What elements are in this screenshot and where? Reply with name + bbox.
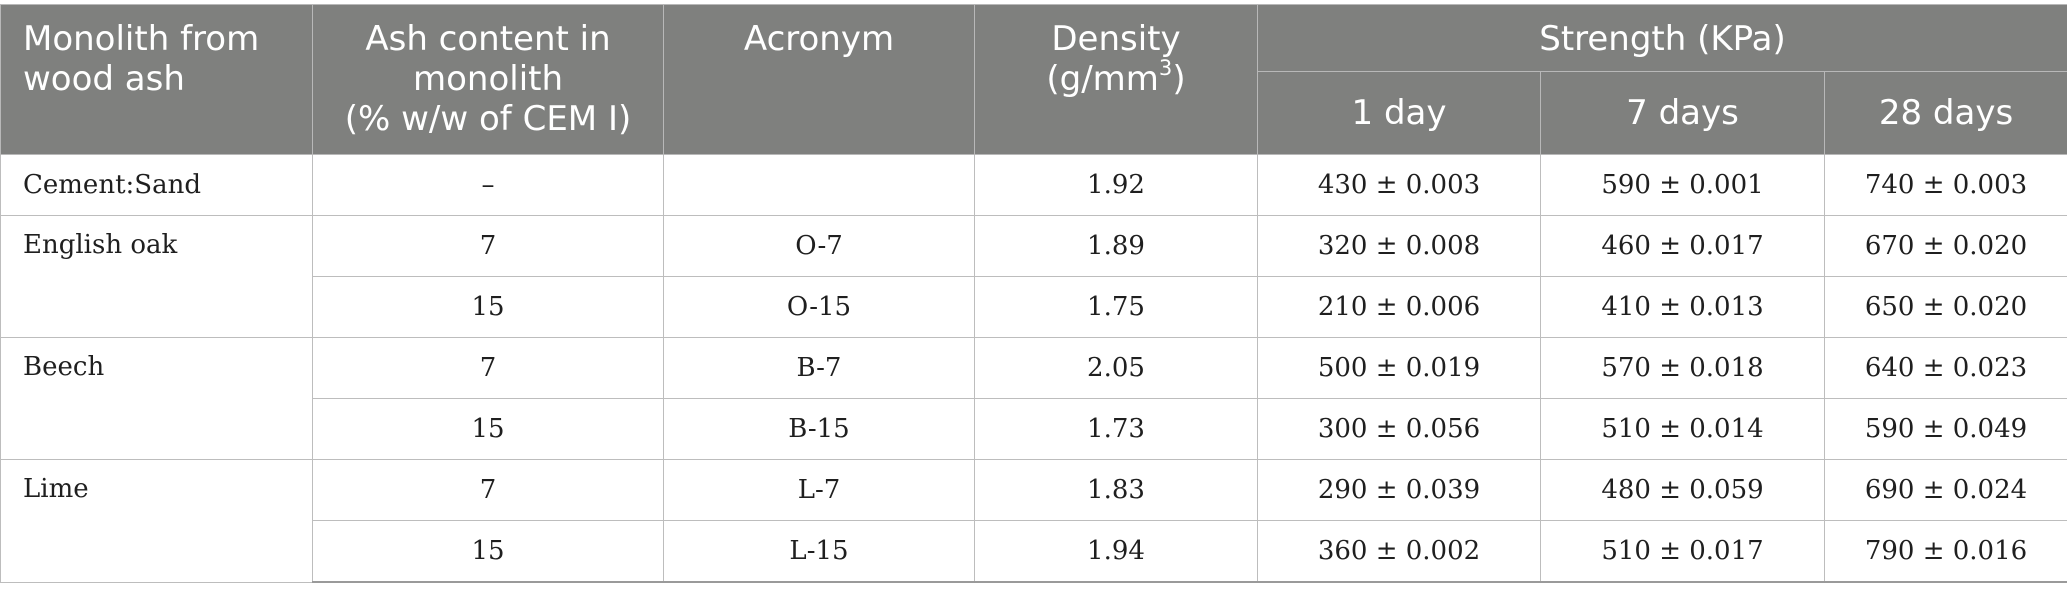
header-ash-content: Ash content in monolith (% w/w of CEM I) xyxy=(312,4,664,155)
cell-strength-28-days: 590 ± 0.049 xyxy=(1823,398,2067,460)
cell-ash-content: 15 xyxy=(312,520,664,583)
header-ash-content-line3: (% w/w of CEM I) xyxy=(344,99,632,139)
cell-density: 1.73 xyxy=(974,398,1258,460)
header-ash-content-line2: monolith xyxy=(412,59,564,99)
table-row: English oak 7 O-7 1.89 320 ± 0.008 460 ±… xyxy=(0,215,2067,338)
cell-acronym: L-15 xyxy=(663,520,975,583)
cell-strength-1-day: 210 ± 0.006 xyxy=(1257,276,1541,338)
cell-acronym: O-15 xyxy=(663,276,975,338)
data-table-container: Monolith from wood ash Ash content in mo… xyxy=(0,4,2067,583)
table-row: 15 B-15 1.73 300 ± 0.056 510 ± 0.014 590… xyxy=(1,398,2067,460)
cell-strength-1-day: 300 ± 0.056 xyxy=(1257,398,1541,460)
group-cell-english-oak: English oak xyxy=(0,215,313,338)
cell-strength-7-days: 480 ± 0.059 xyxy=(1540,459,1825,521)
cell-strength-7-days: 460 ± 0.017 xyxy=(1540,215,1825,277)
header-row-1: Monolith from wood ash Ash content in mo… xyxy=(0,4,2067,155)
header-density-superscript: 3 xyxy=(1158,54,1173,80)
cell-strength-28-days: 790 ± 0.016 xyxy=(1823,520,2067,583)
cell-strength-7-days: 590 ± 0.001 xyxy=(1540,154,1825,216)
wood-ash-monolith-table: Monolith from wood ash Ash content in mo… xyxy=(0,4,2067,583)
table-body: Cement:Sand – 1.92 430 ± 0.003 590 ± 0.0… xyxy=(0,154,2067,583)
cell-strength-1-day: 430 ± 0.003 xyxy=(1257,154,1541,216)
header-density-unit-suffix: ) xyxy=(1172,59,1186,99)
cell-density: 1.75 xyxy=(974,276,1258,338)
cell-ash-content: 7 xyxy=(312,337,664,399)
header-density-unit-prefix: (g/mm xyxy=(1046,59,1159,99)
header-monolith: Monolith from wood ash xyxy=(0,4,313,155)
header-density: Density (g/mm3) xyxy=(974,4,1258,155)
cell-acronym: B-15 xyxy=(663,398,975,460)
table-row: Beech 7 B-7 2.05 500 ± 0.019 570 ± 0.018… xyxy=(0,337,2067,460)
cell-strength-28-days: 640 ± 0.023 xyxy=(1823,337,2067,399)
table-row: 15 L-15 1.94 360 ± 0.002 510 ± 0.017 790… xyxy=(1,520,2067,583)
cell-density: 1.89 xyxy=(974,215,1258,277)
cell-strength-7-days: 570 ± 0.018 xyxy=(1540,337,1825,399)
header-day-7: 7 days xyxy=(1540,71,1825,155)
header-density-line1: Density xyxy=(1051,19,1181,59)
table-row: Cement:Sand – 1.92 430 ± 0.003 590 ± 0.0… xyxy=(0,154,2067,216)
table-row: Lime 7 L-7 1.83 290 ± 0.039 480 ± 0.059 … xyxy=(0,459,2067,583)
header-ash-content-line1: Ash content in xyxy=(365,19,611,59)
cell-strength-7-days: 510 ± 0.017 xyxy=(1540,520,1825,583)
cell-density: 1.94 xyxy=(974,520,1258,583)
cell-ash-content: – xyxy=(312,154,664,216)
group-cell-beech: Beech xyxy=(0,337,313,460)
table-row: 15 O-15 1.75 210 ± 0.006 410 ± 0.013 650… xyxy=(1,276,2067,338)
cell-ash-content: 15 xyxy=(312,276,664,338)
cell-ash-content: 7 xyxy=(312,215,664,277)
cell-density: 2.05 xyxy=(974,337,1258,399)
cell-acronym xyxy=(663,154,975,216)
cell-strength-1-day: 290 ± 0.039 xyxy=(1257,459,1541,521)
cell-acronym: B-7 xyxy=(663,337,975,399)
header-day-28: 28 days xyxy=(1823,71,2067,155)
cell-ash-content: 7 xyxy=(312,459,664,521)
header-strength: Strength (KPa) xyxy=(1256,4,2067,72)
cell-strength-28-days: 690 ± 0.024 xyxy=(1823,459,2067,521)
cell-strength-7-days: 410 ± 0.013 xyxy=(1540,276,1825,338)
cell-density: 1.83 xyxy=(974,459,1258,521)
header-row-2: 1 day 7 days 28 days xyxy=(1,71,2067,155)
cell-acronym: L-7 xyxy=(663,459,975,521)
cell-strength-28-days: 670 ± 0.020 xyxy=(1823,215,2067,277)
cell-strength-28-days: 650 ± 0.020 xyxy=(1823,276,2067,338)
cell-strength-1-day: 360 ± 0.002 xyxy=(1257,520,1541,583)
cell-strength-7-days: 510 ± 0.014 xyxy=(1540,398,1825,460)
table-header: Monolith from wood ash Ash content in mo… xyxy=(0,4,2067,155)
group-cell-lime: Lime xyxy=(0,459,313,583)
cell-acronym: O-7 xyxy=(663,215,975,277)
cell-strength-28-days: 740 ± 0.003 xyxy=(1823,154,2067,216)
header-acronym: Acronym xyxy=(663,4,975,155)
cell-strength-1-day: 320 ± 0.008 xyxy=(1257,215,1541,277)
cell-strength-1-day: 500 ± 0.019 xyxy=(1257,337,1541,399)
group-cell-cement-sand: Cement:Sand xyxy=(0,154,313,216)
cell-ash-content: 15 xyxy=(312,398,664,460)
header-day-1: 1 day xyxy=(1257,71,1541,155)
cell-density: 1.92 xyxy=(974,154,1258,216)
